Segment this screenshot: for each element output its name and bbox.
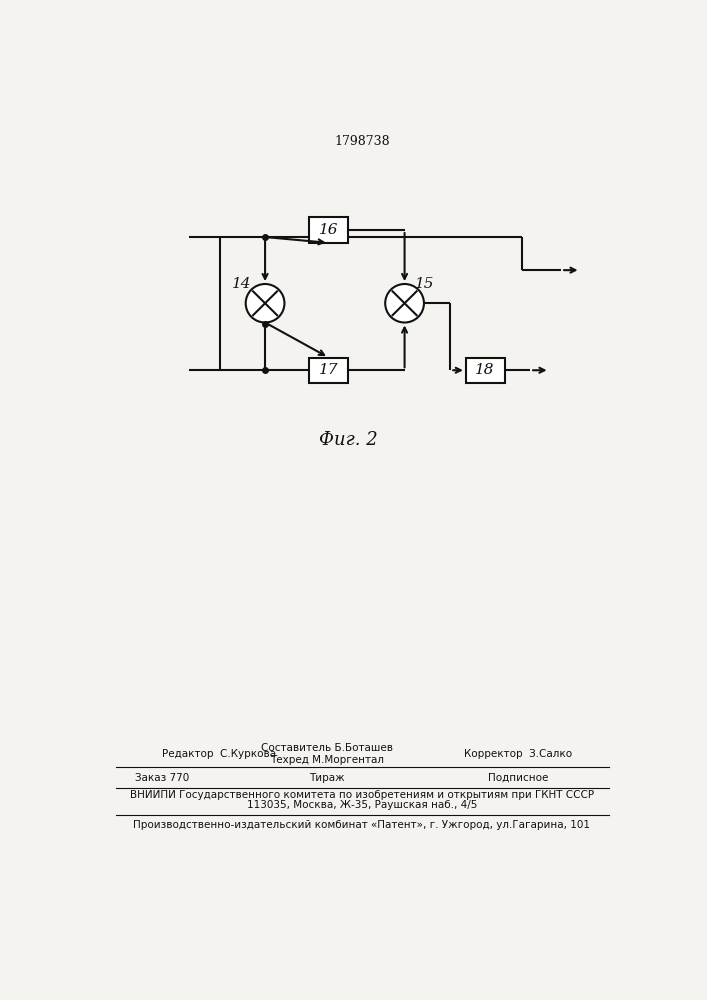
Text: Фиг. 2: Фиг. 2 [319, 431, 378, 449]
Bar [309, 217, 348, 243]
Text: Корректор  З.Салко: Корректор З.Салко [464, 749, 573, 759]
Text: Составитель Б.Боташев: Составитель Б.Боташев [261, 743, 393, 753]
Circle shape [246, 284, 284, 323]
Text: Тираж: Тираж [309, 773, 345, 783]
Text: Подписное: Подписное [489, 773, 549, 783]
Text: ВНИИПИ Государственного комитета по изобретениям и открытиям при ГКНТ СССР: ВНИИПИ Государственного комитета по изоб… [130, 790, 594, 800]
Circle shape [385, 284, 424, 323]
Text: 15: 15 [415, 277, 435, 291]
Text: 113035, Москва, Ж-35, Раушская наб., 4/5: 113035, Москва, Ж-35, Раушская наб., 4/5 [247, 800, 477, 810]
Text: Заказ 770: Заказ 770 [135, 773, 189, 783]
Text: 17: 17 [319, 363, 339, 377]
Bar [466, 358, 505, 383]
Text: Производственно-издательский комбинат «Патент», г. Ужгород, ул.Гагарина, 101: Производственно-издательский комбинат «П… [134, 820, 590, 830]
Text: 1798738: 1798738 [334, 135, 390, 148]
Text: 16: 16 [319, 223, 339, 237]
Text: 18: 18 [475, 363, 495, 377]
Text: 14: 14 [232, 277, 252, 291]
Text: Редактор  С.Куркова: Редактор С.Куркова [162, 749, 276, 759]
Bar [309, 358, 348, 383]
Text: Техред М.Моргентал: Техред М.Моргентал [270, 755, 384, 765]
